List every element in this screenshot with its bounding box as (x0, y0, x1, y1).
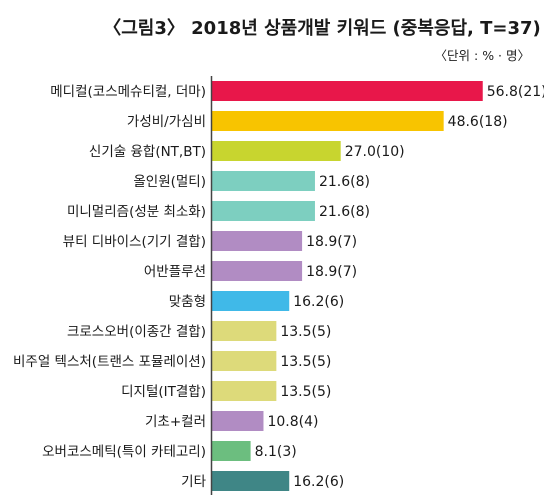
bar-3 (212, 141, 341, 161)
data-label: 16.2(6) (293, 294, 344, 310)
category-label: 올인원(멀티) (133, 174, 206, 190)
data-label: 10.8(4) (267, 414, 318, 430)
category-label: 맞춤형 (169, 294, 206, 310)
data-label: 27.0(10) (345, 144, 405, 160)
bar-5 (212, 201, 315, 221)
bar-12 (212, 411, 264, 431)
data-label: 56.8(21) (487, 84, 544, 100)
data-label: 13.5(5) (280, 384, 331, 400)
data-labels-group: 56.8(21) 48.6(18) 27.0(10) 21.6(8) 21.6(8) 18… (255, 84, 544, 490)
bar-7 (212, 261, 303, 281)
data-label: 18.9(7) (306, 234, 357, 250)
category-label: 뷰티 디바이스(기기 결합) (63, 234, 206, 250)
bar-4 (212, 171, 315, 191)
category-label: 기초+컬러 (145, 414, 206, 430)
bar-14 (212, 471, 290, 491)
category-label: 비주얼 텍스처(트랜스 포뮬레이션) (13, 354, 206, 370)
bar-8 (212, 291, 290, 311)
category-label: 디지털(IT결합) (121, 384, 206, 400)
bars-group (212, 81, 483, 491)
data-label: 21.6(8) (319, 174, 370, 190)
category-label: 신기술 융합(NT,BT) (89, 144, 206, 160)
data-label: 18.9(7) (306, 264, 357, 280)
bar-1 (212, 81, 483, 101)
bar-11 (212, 381, 277, 401)
data-label: 13.5(5) (280, 324, 331, 340)
data-label: 16.2(6) (293, 474, 344, 490)
data-label: 13.5(5) (280, 354, 331, 370)
category-label: 메디컬(코스메슈티컬, 더마) (50, 84, 206, 100)
bar-6 (212, 231, 303, 251)
bar-10 (212, 351, 277, 371)
chart-title: 〈그림3〉 2018년 상품개발 키워드 (중복응답, T=37) (103, 17, 541, 39)
category-label: 가성비/가심비 (127, 114, 206, 130)
category-label: 크로스오버(이종간 결합) (67, 324, 206, 340)
category-label: 기타 (181, 474, 206, 490)
category-label: 어반플루션 (144, 264, 206, 280)
data-label: 8.1(3) (255, 444, 297, 460)
data-label: 48.6(18) (448, 114, 508, 130)
category-label: 미니멀리즘(성분 최소화) (67, 204, 206, 220)
bar-9 (212, 321, 277, 341)
category-label: 오버코스메틱(특이 카테고리) (42, 444, 206, 460)
bar-13 (212, 441, 251, 461)
bar-2 (212, 111, 444, 131)
data-label: 21.6(8) (319, 204, 370, 220)
chart-unit: 〈단위 : % · 명〉 (435, 48, 530, 63)
